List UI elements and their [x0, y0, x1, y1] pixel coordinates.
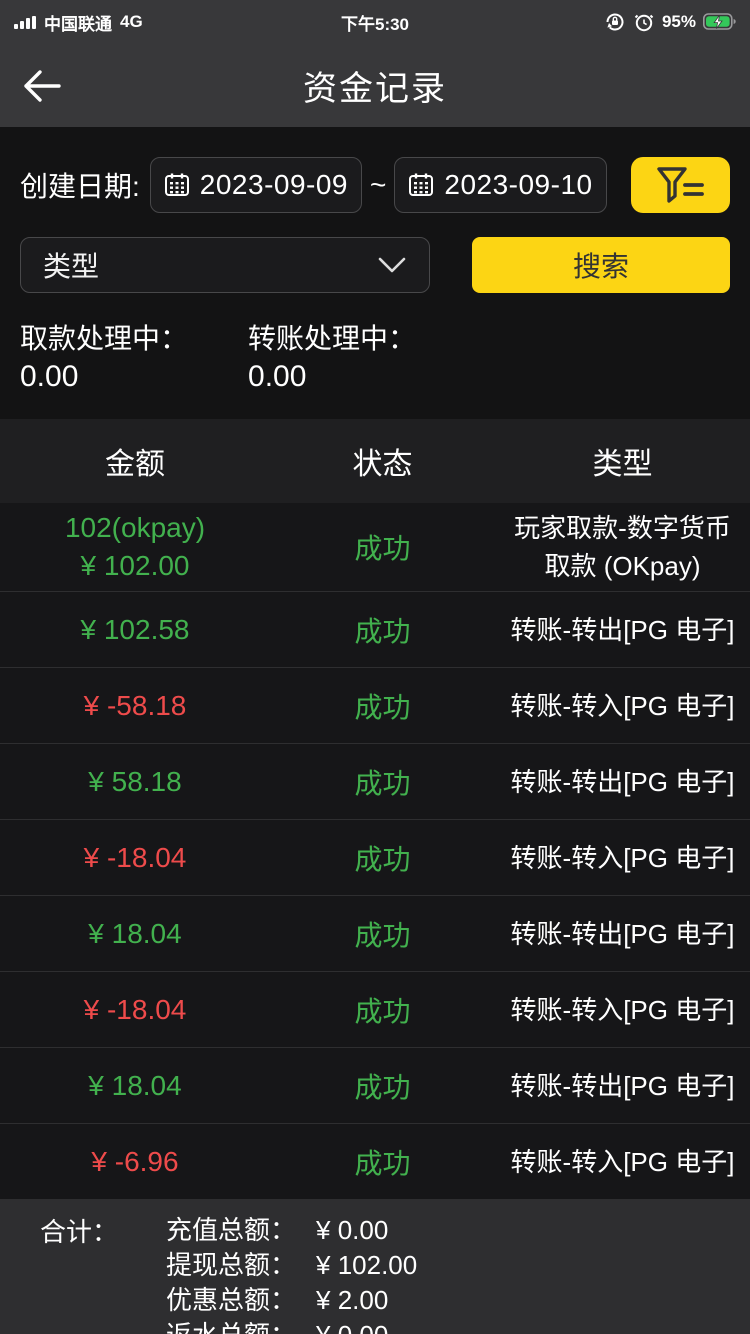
date-filter-label: 创建日期: — [20, 171, 140, 202]
table-row[interactable]: ¥ 18.04 成功 转账-转出[PG 电子] — [0, 895, 750, 971]
filter-button[interactable] — [631, 157, 730, 213]
date-from-value: 2023-09-09 — [199, 169, 349, 200]
status-cell: 成功 — [354, 995, 411, 1027]
amount-cell: ¥ 102.58 — [80, 613, 190, 645]
header-status: 状态 — [352, 448, 413, 481]
back-arrow-icon — [24, 69, 61, 102]
battery-percent-label: 95% — [661, 12, 696, 31]
table-body: 102(okpay) ¥ 102.00 成功 玩家取款-数字货币取款 (OKpay… — [0, 503, 750, 1199]
summary-item: 提现总额： ¥ 102.00 — [166, 1248, 417, 1283]
date-to-value: 2023-09-10 — [444, 169, 593, 200]
status-bar: 中国联通 4G 下午5:30 — [0, 0, 750, 44]
status-cell: 成功 — [354, 1147, 411, 1179]
status-cell: 成功 — [354, 691, 411, 723]
summary-footer: 合计： 充值总额： ¥ 0.00 提现总额： ¥ 102.00 优惠总额： ¥ … — [0, 1199, 750, 1334]
back-button[interactable] — [18, 64, 66, 108]
alarm-icon — [633, 11, 655, 33]
records-table: 金额 状态 类型 102(okpay) ¥ 102.00 成功 玩家取款-数字货币… — [0, 419, 750, 1199]
calendar-icon — [408, 172, 434, 198]
type-cell: 转账-转出[PG 电子] — [510, 614, 735, 645]
date-to-input[interactable]: 2023-09-10 — [394, 157, 607, 213]
summary-item-value: ¥ 0.00 — [316, 1318, 388, 1334]
amount-cell: ¥ -58.18 — [83, 689, 187, 721]
amount-cell: ¥ 58.18 — [88, 765, 182, 797]
transfer-pending-label: 转账处理中： — [248, 323, 417, 354]
type-cell: 转账-转入[PG 电子] — [510, 994, 735, 1025]
summary-items: 充值总额： ¥ 0.00 提现总额： ¥ 102.00 优惠总额： ¥ 2.00… — [166, 1213, 417, 1334]
summary-label: 合计： — [40, 1217, 119, 1247]
chevron-down-icon — [377, 256, 407, 274]
status-cell: 成功 — [354, 615, 411, 647]
summary-item-label: 提现总额： — [166, 1250, 297, 1280]
type-cell: 转账-转入[PG 电子] — [510, 1146, 735, 1177]
amount-cell: ¥ 18.04 — [88, 917, 182, 949]
type-cell: 转账-转入[PG 电子] — [510, 690, 735, 721]
table-header: 金额 状态 类型 — [0, 419, 750, 503]
status-cell: 成功 — [354, 843, 411, 875]
nav-bar: 资金记录 — [0, 44, 750, 127]
type-select-value: 类型 — [43, 251, 100, 282]
withdraw-pending-stat: 取款处理中： 0.00 — [20, 321, 188, 397]
amount-cell: ¥ -18.04 — [83, 841, 187, 873]
status-cell: 成功 — [354, 767, 411, 799]
amount-cell: ¥ -6.96 — [91, 1145, 179, 1177]
type-select[interactable]: 类型 — [20, 237, 430, 293]
amount-cell: 102(okpay) ¥ 102.00 — [64, 512, 206, 581]
type-cell: 转账-转出[PG 电子] — [510, 1070, 735, 1101]
status-right: 95% — [496, 11, 736, 33]
page-title: 资金记录 — [303, 70, 447, 108]
carrier-label: 中国联通 — [44, 14, 112, 34]
table-row[interactable]: ¥ 58.18 成功 转账-转出[PG 电子] — [0, 743, 750, 819]
summary-item-value: ¥ 0.00 — [316, 1215, 389, 1245]
summary-item-label: 返水总额： — [166, 1318, 316, 1334]
date-from-input[interactable]: 2023-09-09 — [149, 157, 363, 213]
summary-item: 充值总额： ¥ 0.00 — [166, 1213, 417, 1248]
table-row[interactable]: ¥ 18.04 成功 转账-转出[PG 电子] — [0, 1047, 750, 1123]
status-cell: 成功 — [354, 919, 411, 951]
top-bar: 中国联通 4G 下午5:30 — [0, 0, 750, 127]
filter-section: 创建日期: 2023-09-09 ~ — [0, 127, 750, 397]
pending-stats: 取款处理中： 0.00 转账处理中： 0.00 — [20, 321, 730, 397]
table-row[interactable]: ¥ -18.04 成功 转账-转入[PG 电子] — [0, 971, 750, 1047]
status-cell: 成功 — [354, 533, 411, 564]
type-cell: 转账-转出[PG 电子] — [510, 918, 735, 949]
summary-item-value: ¥ 102.00 — [316, 1250, 418, 1280]
battery-charging-icon — [703, 13, 736, 31]
amount-cell: ¥ 18.04 — [88, 1069, 182, 1101]
network-label: 4G — [120, 12, 143, 31]
calendar-icon — [164, 172, 190, 198]
type-cell: 转账-转入[PG 电子] — [510, 842, 735, 873]
withdraw-pending-value: 0.00 — [20, 360, 79, 393]
date-filter-row: 创建日期: 2023-09-09 ~ — [20, 157, 730, 213]
header-type: 类型 — [592, 448, 653, 481]
signal-icon — [14, 15, 36, 29]
withdraw-pending-label: 取款处理中： — [20, 323, 189, 354]
amount-cell: ¥ -18.04 — [83, 993, 187, 1025]
table-row[interactable]: ¥ -6.96 成功 转账-转入[PG 电子] — [0, 1123, 750, 1199]
table-row[interactable]: ¥ -18.04 成功 转账-转入[PG 电子] — [0, 819, 750, 895]
date-range-separator: ~ — [370, 169, 387, 200]
summary-item-label: 充值总额： — [166, 1215, 297, 1245]
search-button[interactable]: 搜索 — [472, 237, 730, 293]
status-left: 中国联通 4G — [14, 10, 254, 35]
transfer-pending-stat: 转账处理中： 0.00 — [248, 321, 416, 397]
summary-item: 优惠总额： ¥ 2.00 — [166, 1283, 417, 1318]
summary-item: 返水总额： ¥ 0.00 — [166, 1318, 417, 1334]
rotation-lock-icon — [604, 11, 626, 33]
header-amount: 金额 — [105, 448, 165, 481]
clock-label: 下午5:30 — [340, 14, 410, 34]
type-cell: 转账-转出[PG 电子] — [510, 766, 735, 797]
table-row[interactable]: ¥ -58.18 成功 转账-转入[PG 电子] — [0, 667, 750, 743]
funnel-icon — [656, 167, 704, 203]
summary-item-label: 优惠总额： — [166, 1285, 297, 1315]
table-row[interactable]: 102(okpay) ¥ 102.00 成功 玩家取款-数字货币取款 (OKpay… — [0, 503, 750, 591]
summary-item-value: ¥ 2.00 — [316, 1285, 389, 1315]
table-row[interactable]: ¥ 102.58 成功 转账-转出[PG 电子] — [0, 591, 750, 667]
transfer-pending-value: 0.00 — [248, 360, 307, 393]
status-cell: 成功 — [354, 1071, 411, 1103]
type-cell: 玩家取款-数字货币取款 (OKpay) — [514, 513, 731, 581]
type-filter-row: 类型 搜索 — [20, 237, 730, 293]
search-button-label: 搜索 — [572, 251, 629, 282]
